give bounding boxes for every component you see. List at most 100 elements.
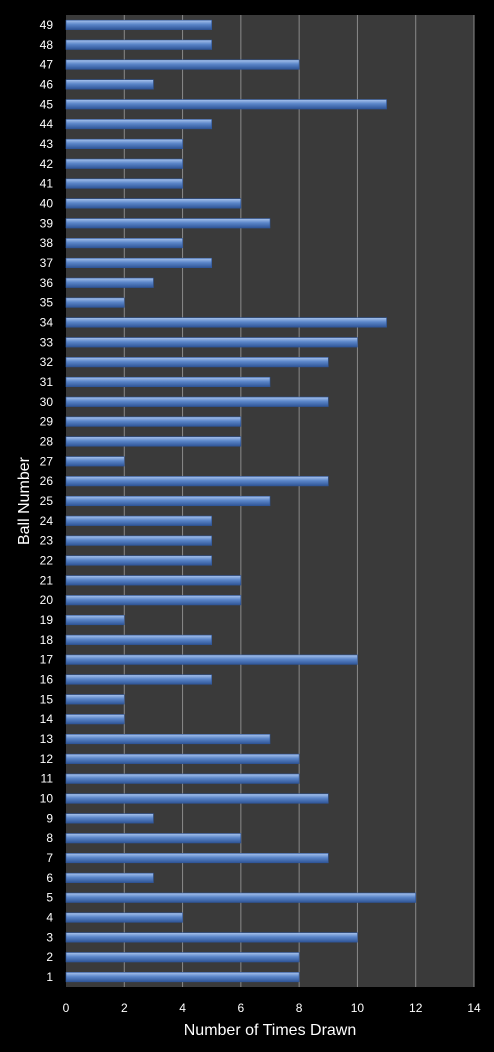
bar-ball-9 bbox=[65, 813, 154, 824]
bar-ball-13 bbox=[65, 733, 271, 745]
y-tick-label: 18 bbox=[40, 633, 54, 647]
x-tick-label: 14 bbox=[467, 1001, 481, 1015]
bar-ball-20 bbox=[65, 595, 242, 606]
y-tick-label: 31 bbox=[40, 375, 54, 389]
y-tick-label: 49 bbox=[40, 18, 54, 32]
x-tick-label: 2 bbox=[121, 1001, 128, 1015]
y-tick-label: 4 bbox=[46, 911, 53, 925]
bar-ball-32 bbox=[65, 357, 329, 368]
bar-ball-29 bbox=[65, 416, 242, 427]
bar-ball-26 bbox=[65, 476, 329, 487]
bar-ball-48 bbox=[65, 39, 213, 50]
bar-ball-11 bbox=[65, 773, 300, 784]
y-tick-label: 2 bbox=[46, 950, 53, 964]
y-tick-label: 32 bbox=[40, 355, 54, 369]
y-tick-label: 14 bbox=[40, 712, 54, 726]
bar-ball-22 bbox=[65, 555, 213, 566]
bar-ball-27 bbox=[65, 456, 125, 467]
bar-ball-31 bbox=[65, 376, 271, 388]
bar-ball-35 bbox=[65, 297, 125, 308]
bar-ball-49 bbox=[65, 19, 213, 30]
y-tick-label: 3 bbox=[46, 930, 53, 944]
bar-ball-18 bbox=[65, 634, 213, 645]
bar-ball-44 bbox=[65, 119, 213, 130]
bar-ball-3 bbox=[65, 932, 358, 943]
y-tick-label: 6 bbox=[46, 871, 53, 885]
bar-ball-19 bbox=[65, 614, 125, 626]
y-tick-label: 9 bbox=[46, 811, 53, 825]
y-tick-label: 5 bbox=[46, 891, 53, 905]
y-tick-label: 13 bbox=[40, 732, 54, 746]
y-axis-title: Ball Number bbox=[16, 456, 33, 545]
y-tick-label: 10 bbox=[40, 792, 54, 806]
bar-ball-14 bbox=[65, 714, 125, 725]
y-tick-label: 45 bbox=[40, 97, 54, 111]
y-tick-label: 29 bbox=[40, 415, 54, 429]
y-tick-label: 46 bbox=[40, 77, 54, 91]
bar-ball-24 bbox=[65, 515, 213, 526]
y-tick-label: 19 bbox=[40, 613, 54, 627]
y-tick-label: 44 bbox=[40, 117, 54, 131]
bar-ball-7 bbox=[65, 853, 329, 864]
y-tick-label: 36 bbox=[40, 276, 54, 290]
y-tick-label: 30 bbox=[40, 395, 54, 409]
y-tick-label: 8 bbox=[46, 831, 53, 845]
bar-ball-4 bbox=[65, 912, 183, 923]
bar-ball-39 bbox=[65, 218, 271, 229]
y-tick-label: 22 bbox=[40, 554, 54, 568]
bar-ball-47 bbox=[65, 59, 300, 70]
bar-ball-38 bbox=[65, 238, 183, 249]
bars bbox=[65, 19, 417, 983]
x-tick-label: 0 bbox=[63, 1001, 70, 1015]
y-tick-label: 34 bbox=[40, 315, 54, 329]
y-tick-label: 17 bbox=[40, 653, 54, 667]
y-tick-label: 41 bbox=[40, 177, 54, 191]
bar-ball-33 bbox=[65, 337, 358, 348]
x-tick-label: 4 bbox=[179, 1001, 186, 1015]
bar-ball-12 bbox=[65, 753, 300, 764]
bar-ball-25 bbox=[65, 495, 271, 507]
y-tick-label: 16 bbox=[40, 673, 54, 687]
y-tick-label: 11 bbox=[41, 772, 54, 786]
y-tick-label: 40 bbox=[40, 196, 54, 210]
y-tick-label: 37 bbox=[40, 256, 54, 270]
y-tick-label: 24 bbox=[40, 514, 54, 528]
y-tick-label: 26 bbox=[40, 474, 54, 488]
x-tick-label: 6 bbox=[238, 1001, 245, 1015]
bar-ball-2 bbox=[65, 952, 300, 963]
y-tick-label: 35 bbox=[40, 296, 54, 310]
x-tick-label: 10 bbox=[351, 1001, 365, 1015]
y-tick-label: 21 bbox=[40, 573, 54, 587]
y-tick-label: 12 bbox=[40, 752, 54, 766]
y-tick-label: 20 bbox=[40, 593, 54, 607]
bar-ball-6 bbox=[65, 872, 154, 883]
y-tick-label: 1 bbox=[46, 970, 53, 984]
bar-ball-1 bbox=[65, 972, 300, 983]
y-tick-label: 7 bbox=[46, 851, 53, 865]
bar-ball-41 bbox=[65, 178, 183, 189]
bar-ball-46 bbox=[65, 79, 154, 90]
bar-ball-43 bbox=[65, 138, 183, 149]
bar-ball-21 bbox=[65, 575, 242, 586]
bar-ball-23 bbox=[65, 535, 213, 546]
y-tick-label: 33 bbox=[40, 335, 54, 349]
bar-ball-40 bbox=[65, 198, 242, 209]
y-tick-label: 27 bbox=[40, 454, 54, 468]
bar-ball-30 bbox=[65, 396, 329, 407]
y-tick-label: 43 bbox=[40, 137, 54, 151]
y-tick-label: 42 bbox=[40, 157, 54, 171]
bar-ball-10 bbox=[65, 793, 329, 804]
y-tick-label: 23 bbox=[40, 534, 54, 548]
y-tick-label: 38 bbox=[40, 236, 54, 250]
bar-ball-5 bbox=[65, 892, 417, 903]
bar-ball-45 bbox=[65, 99, 387, 110]
x-tick-labels: 0 2 4 6 8 10 12 14 bbox=[63, 1001, 481, 1015]
y-tick-labels: 1234567891011121314151617181920212223242… bbox=[40, 18, 54, 984]
y-tick-label: 28 bbox=[40, 434, 54, 448]
bar-ball-16 bbox=[65, 674, 213, 685]
bar-ball-17 bbox=[65, 654, 358, 665]
y-tick-label: 48 bbox=[40, 38, 54, 52]
x-axis-title: Number of Times Drawn bbox=[184, 1022, 357, 1039]
bar-ball-42 bbox=[65, 158, 183, 169]
